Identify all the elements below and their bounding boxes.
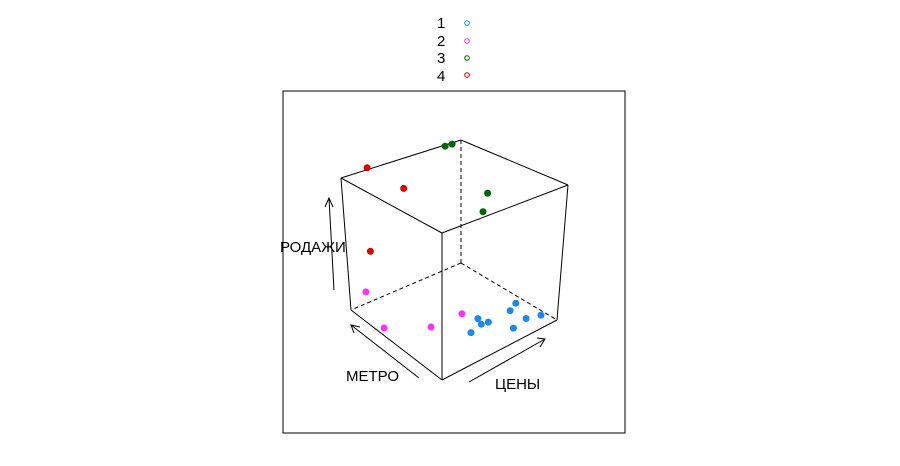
plot-frame [282,90,626,434]
cube-visible-edges [340,139,569,381]
data-points [362,140,545,337]
point-series-1-8 [509,324,517,332]
x-axis-label: ЦЕНЫ [495,376,540,393]
cube-edge-9 [460,139,569,186]
point-series-3-1 [441,142,449,150]
legend: 1 2 3 4 [437,15,470,85]
legend-label-3: 3 [437,50,445,67]
y-axis-label: МЕТРО [346,368,399,385]
point-series-2-2 [380,324,388,332]
z-axis-label: РОДАЖИ [280,239,346,256]
z-axis-arrowhead [324,196,334,208]
point-series-1-3 [506,307,514,315]
point-series-2-3 [427,323,435,331]
point-series-3-4 [479,208,487,216]
cube-edge-2 [441,319,558,381]
point-series-1-1 [474,315,482,323]
point-series-1-2 [484,318,492,326]
point-series-4-1 [363,164,371,172]
legend-label-2: 2 [437,33,445,50]
point-series-4-3 [366,247,374,255]
legend-marker-3 [464,55,470,61]
point-series-1-6 [477,320,485,328]
point-series-1-5 [512,299,520,307]
legend-label-1: 1 [437,15,445,32]
cube-edge-6 [340,177,443,234]
cube-edge-1 [350,309,443,381]
point-series-1-9 [537,311,545,319]
cube-edge-4 [340,177,352,311]
z-axis-arrow [328,197,335,291]
x-axis-arrow [468,338,546,383]
point-series-1-4 [522,315,530,322]
point-series-3-3 [484,189,492,197]
y-axis-arrowhead [350,324,361,334]
legend-marker-2 [464,38,470,44]
point-series-3-2 [448,140,456,148]
cube-edge-7 [441,184,569,234]
cube-edge-hidden-3 [460,262,558,321]
legend-marker-4 [464,72,470,78]
cube-edge-5 [556,184,569,321]
x-axis-arrowhead [536,337,546,348]
legend-label-4: 4 [437,68,445,85]
point-series-1-7 [467,329,475,337]
axis-arrows [324,196,546,383]
point-series-2-4 [458,310,466,318]
cube-hidden-edges [350,140,558,321]
point-series-2-1 [362,288,370,296]
y-axis-arrow [350,324,420,379]
legend-marker-1 [464,20,470,26]
cube-edge-hidden-2 [350,262,462,311]
cube-edge-8 [340,139,462,179]
point-series-4-2 [400,184,408,192]
